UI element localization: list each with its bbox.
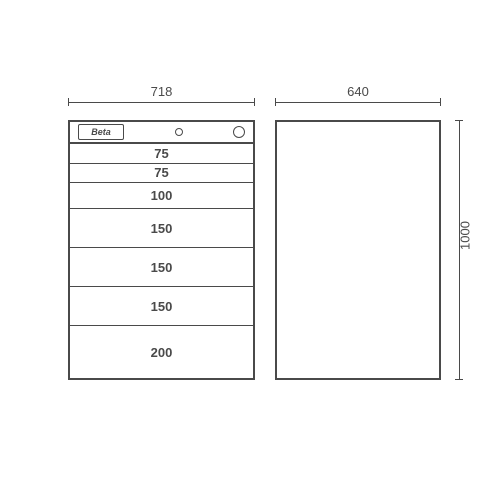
lock-ring-icon	[233, 126, 245, 138]
side-view-panel	[275, 120, 441, 380]
dim-side-width-tick-right	[440, 98, 441, 106]
dim-side-width-line	[275, 102, 441, 103]
lock-keyhole-icon	[175, 128, 183, 136]
brand-badge: Beta	[78, 124, 124, 140]
dim-height-tick-top	[455, 120, 463, 121]
dim-height-tick-bottom	[455, 379, 463, 380]
drawer-row: 150	[70, 287, 253, 326]
dim-height-label: 1000	[458, 221, 473, 250]
dim-front-width-tick-right	[254, 98, 255, 106]
dim-front-width-line	[68, 102, 255, 103]
dim-front-width-label: 718	[68, 84, 255, 99]
dim-side-width-label: 640	[275, 84, 441, 99]
drawer-row: 100	[70, 183, 253, 209]
drawer-row: 75	[70, 164, 253, 184]
drawer-row: 150	[70, 248, 253, 287]
front-view-panel: Beta7575100150150150200	[68, 120, 255, 380]
dim-side-width-tick-left	[275, 98, 276, 106]
drawer-row: 200	[70, 326, 253, 378]
front-header: Beta	[70, 122, 253, 144]
dim-front-width-tick-left	[68, 98, 69, 106]
drawer-row: 150	[70, 209, 253, 248]
drawer-row: 75	[70, 144, 253, 164]
dim-height-line	[459, 120, 460, 380]
